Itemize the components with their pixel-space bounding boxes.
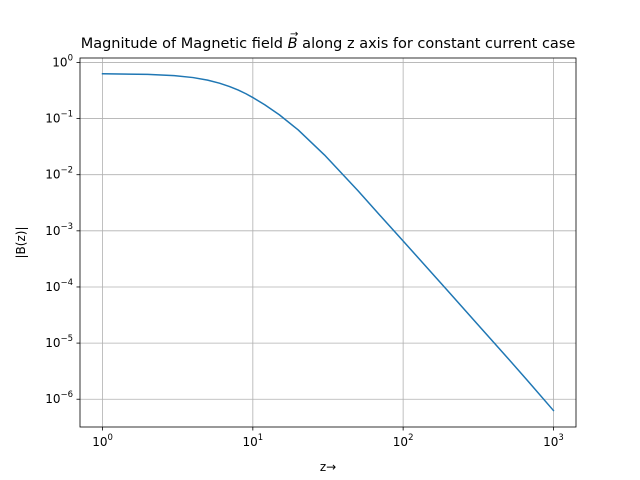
series-layer [101, 73, 555, 412]
x-tick-label: 103 [543, 433, 564, 449]
y-tick-label: 10−4 [45, 278, 73, 294]
plot-area [79, 57, 577, 428]
y-tick-label: 10−1 [45, 110, 73, 126]
y-axis-label: |B(z)| [14, 227, 28, 259]
x-tick-label: 102 [393, 433, 414, 449]
chart-title: Magnitude of Magnetic field B along z ax… [81, 36, 576, 52]
y-tick-label: 100 [52, 53, 73, 69]
x-tick-label: 101 [242, 433, 263, 449]
y-tick-label: 10−3 [45, 222, 73, 238]
x-axis-label: z→ [320, 460, 336, 474]
series-line [101, 73, 555, 412]
y-axis-ticks: 100 10−1 10−2 10−3 10−4 10−5 10−6 [45, 53, 80, 406]
y-tick-label: 10−5 [45, 334, 73, 350]
title-vector-arrow: → [290, 29, 298, 40]
x-axis-ticks: 100 101 102 103 [92, 427, 564, 449]
x-tick-label: 100 [92, 433, 113, 449]
y-tick-label: 10−2 [45, 166, 73, 182]
axes-frame [79, 57, 577, 428]
grid [80, 58, 576, 427]
y-tick-label: 10−6 [45, 390, 73, 406]
